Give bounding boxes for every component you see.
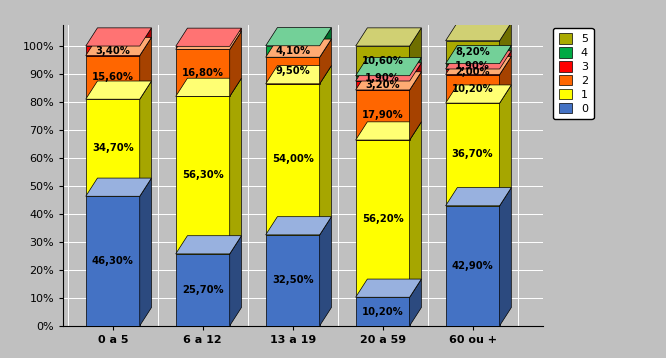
Polygon shape <box>176 254 230 326</box>
Polygon shape <box>86 99 140 196</box>
Polygon shape <box>500 45 511 69</box>
Text: 2,00%: 2,00% <box>456 67 490 77</box>
Polygon shape <box>356 90 410 140</box>
Polygon shape <box>446 45 511 64</box>
Text: 8,20%: 8,20% <box>456 47 490 57</box>
Polygon shape <box>500 23 511 64</box>
Polygon shape <box>176 78 241 96</box>
Polygon shape <box>356 63 422 81</box>
Polygon shape <box>446 41 500 64</box>
Text: 3,40%: 3,40% <box>95 46 130 56</box>
Polygon shape <box>500 85 511 206</box>
Text: 9,50%: 9,50% <box>275 66 310 76</box>
Polygon shape <box>446 23 511 41</box>
Polygon shape <box>410 28 422 76</box>
Polygon shape <box>266 28 332 46</box>
Polygon shape <box>230 236 241 326</box>
Text: 54,00%: 54,00% <box>272 154 314 164</box>
Polygon shape <box>356 46 410 76</box>
Text: 56,20%: 56,20% <box>362 214 404 224</box>
Polygon shape <box>410 63 422 90</box>
Polygon shape <box>230 78 241 254</box>
Polygon shape <box>140 81 151 196</box>
Polygon shape <box>140 178 151 326</box>
Polygon shape <box>266 39 332 57</box>
Polygon shape <box>266 84 320 235</box>
Polygon shape <box>446 103 500 206</box>
Polygon shape <box>356 28 422 46</box>
Text: 4,10%: 4,10% <box>275 47 310 57</box>
Polygon shape <box>176 49 230 96</box>
Polygon shape <box>86 46 140 55</box>
Text: 16,80%: 16,80% <box>182 68 224 78</box>
Polygon shape <box>86 28 151 46</box>
Polygon shape <box>446 206 500 326</box>
Polygon shape <box>176 96 230 254</box>
Text: 42,90%: 42,90% <box>452 261 494 271</box>
Text: 25,70%: 25,70% <box>182 285 224 295</box>
Polygon shape <box>86 37 151 55</box>
Polygon shape <box>176 46 230 49</box>
Polygon shape <box>446 74 500 103</box>
Polygon shape <box>446 188 511 206</box>
Polygon shape <box>356 279 422 297</box>
Legend: 5, 4, 3, 2, 1, 0: 5, 4, 3, 2, 1, 0 <box>553 28 593 119</box>
Polygon shape <box>356 297 410 326</box>
Polygon shape <box>86 196 140 326</box>
Text: 56,30%: 56,30% <box>182 170 224 180</box>
Polygon shape <box>410 72 422 140</box>
Polygon shape <box>356 76 410 81</box>
Text: 34,70%: 34,70% <box>92 143 134 153</box>
Polygon shape <box>176 236 241 254</box>
Polygon shape <box>86 55 140 99</box>
Polygon shape <box>356 72 422 90</box>
Polygon shape <box>356 140 410 297</box>
Polygon shape <box>266 66 332 84</box>
Polygon shape <box>320 66 332 235</box>
Text: 3,20%: 3,20% <box>366 81 400 91</box>
Polygon shape <box>446 57 511 74</box>
Text: 1,90%: 1,90% <box>365 73 400 83</box>
Polygon shape <box>230 28 241 49</box>
Polygon shape <box>320 28 332 57</box>
Text: 1,90%: 1,90% <box>455 61 490 71</box>
Polygon shape <box>140 28 151 55</box>
Polygon shape <box>86 81 151 99</box>
Polygon shape <box>320 217 332 326</box>
Polygon shape <box>176 31 241 49</box>
Polygon shape <box>266 235 320 326</box>
Polygon shape <box>356 81 410 90</box>
Text: 10,20%: 10,20% <box>452 84 494 94</box>
Text: 10,60%: 10,60% <box>362 56 404 66</box>
Polygon shape <box>410 122 422 297</box>
Polygon shape <box>410 58 422 81</box>
Polygon shape <box>446 69 500 74</box>
Polygon shape <box>356 58 422 76</box>
Polygon shape <box>446 64 500 69</box>
Polygon shape <box>446 51 511 69</box>
Polygon shape <box>86 178 151 196</box>
Polygon shape <box>500 51 511 74</box>
Text: 46,30%: 46,30% <box>92 256 134 266</box>
Polygon shape <box>500 188 511 326</box>
Text: 36,70%: 36,70% <box>452 149 494 159</box>
Text: 10,20%: 10,20% <box>362 306 404 316</box>
Polygon shape <box>500 57 511 103</box>
Polygon shape <box>266 217 332 235</box>
Polygon shape <box>410 279 422 326</box>
Text: 17,90%: 17,90% <box>362 110 404 120</box>
Polygon shape <box>320 39 332 84</box>
Polygon shape <box>266 57 320 84</box>
Polygon shape <box>140 37 151 99</box>
Polygon shape <box>266 46 320 57</box>
Polygon shape <box>230 31 241 96</box>
Text: 32,50%: 32,50% <box>272 275 314 285</box>
Polygon shape <box>356 122 422 140</box>
Polygon shape <box>176 28 241 46</box>
Text: 15,60%: 15,60% <box>92 72 134 82</box>
Polygon shape <box>446 85 511 103</box>
